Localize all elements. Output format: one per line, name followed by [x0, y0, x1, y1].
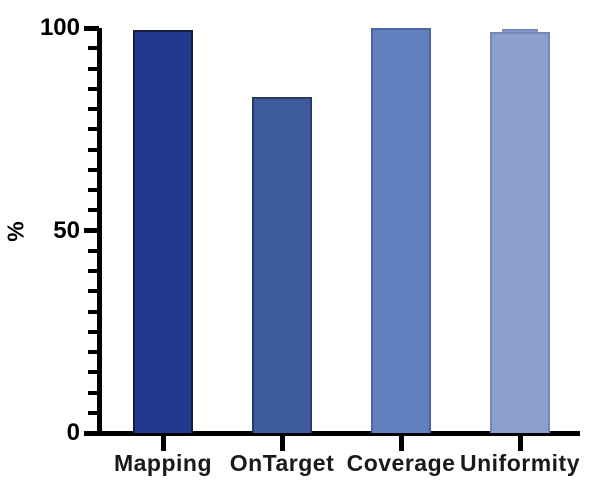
- y-tick-minor: [88, 350, 98, 354]
- bar-uniformity: [490, 32, 550, 433]
- y-tick-label: 100: [39, 14, 80, 41]
- bar-mapping: [133, 30, 193, 433]
- y-tick-minor: [88, 410, 98, 415]
- y-tick-minor: [88, 147, 98, 152]
- y-tick-minor: [88, 269, 98, 273]
- y-tick-minor: [88, 329, 98, 334]
- y-tick-minor: [88, 46, 98, 51]
- y-tick-major: [84, 228, 99, 233]
- y-tick-minor: [88, 127, 98, 132]
- y-tick-label: 0: [66, 419, 80, 446]
- x-axis-category-label: Mapping: [113, 450, 213, 476]
- y-tick-major: [84, 430, 99, 436]
- x-tick: [517, 436, 523, 451]
- y-tick-minor: [88, 188, 98, 192]
- x-axis-category-label: OnTarget: [229, 450, 335, 476]
- y-tick-minor: [88, 167, 98, 172]
- y-tick-major: [84, 25, 99, 31]
- x-axis-category-label: Coverage: [346, 450, 456, 476]
- y-tick-label: 50: [53, 216, 80, 244]
- y-tick-minor: [88, 86, 98, 91]
- x-axis-category-label: Uniformity: [460, 450, 580, 476]
- y-tick-minor: [88, 66, 98, 71]
- y-tick-minor: [88, 309, 98, 314]
- y-tick-minor: [88, 390, 98, 395]
- y-tick-minor: [88, 289, 98, 294]
- bar-ontarget: [252, 96, 312, 433]
- x-tick: [398, 436, 404, 451]
- x-tick: [279, 436, 285, 451]
- y-tick-minor: [88, 208, 98, 213]
- bar-coverage: [371, 28, 431, 433]
- y-axis-line: [97, 28, 102, 436]
- x-tick: [160, 436, 166, 451]
- x-axis-line: [97, 431, 580, 436]
- y-tick-minor: [88, 248, 98, 253]
- y-tick-minor: [88, 370, 98, 375]
- y-tick-minor: [88, 107, 98, 111]
